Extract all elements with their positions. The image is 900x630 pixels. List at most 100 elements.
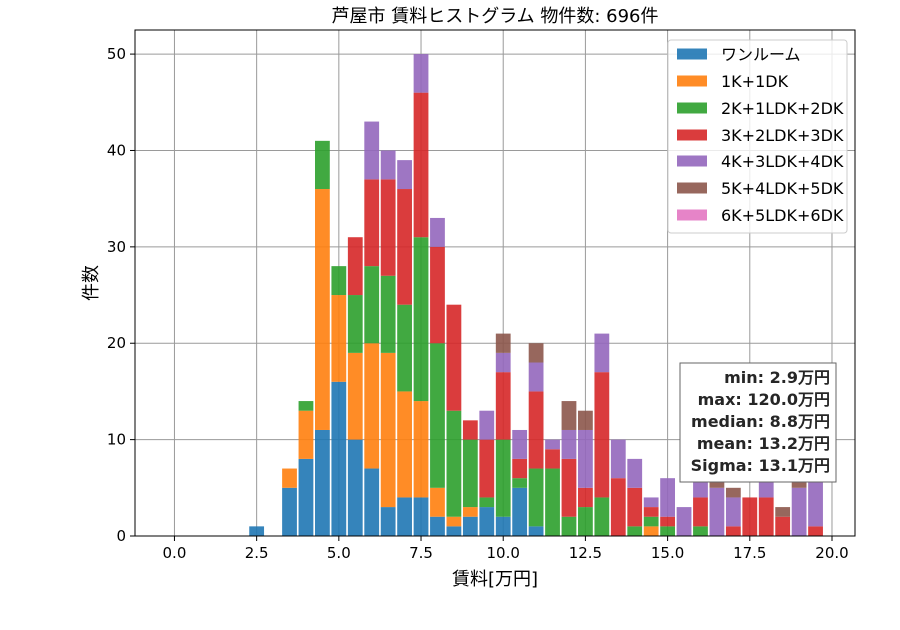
histogram-bar-segment bbox=[479, 439, 495, 498]
histogram-bar-segment bbox=[528, 468, 544, 527]
histogram-bar-segment bbox=[643, 507, 659, 517]
histogram-bar-segment bbox=[413, 92, 429, 238]
histogram-bar-segment bbox=[364, 266, 380, 344]
histogram-bar-segment bbox=[528, 526, 544, 536]
legend-frame bbox=[667, 39, 848, 234]
histogram-bar-segment bbox=[545, 439, 560, 450]
histogram-bar-segment bbox=[561, 516, 577, 536]
stats-box-frame bbox=[679, 362, 837, 483]
histogram-bar-segment bbox=[331, 381, 347, 536]
histogram-bar-segment bbox=[446, 304, 462, 411]
histogram-bar-segment bbox=[725, 487, 741, 498]
histogram-bar-segment bbox=[298, 401, 314, 411]
x-tick-label: 7.5 bbox=[409, 544, 433, 562]
y-tick-label: 0 bbox=[116, 527, 126, 545]
histogram-bar-segment bbox=[462, 420, 478, 440]
histogram-bar-segment bbox=[495, 333, 511, 353]
histogram-bar-segment bbox=[545, 449, 560, 469]
histogram-bar-segment bbox=[693, 526, 708, 536]
histogram-bar-segment bbox=[758, 497, 774, 536]
histogram-bar-segment bbox=[660, 478, 675, 517]
histogram-bar-segment bbox=[610, 439, 626, 479]
stat-mean: mean: 13.2万円 bbox=[697, 434, 830, 453]
y-tick-label: 10 bbox=[107, 431, 126, 449]
histogram-bar-segment bbox=[298, 458, 314, 536]
x-tick-label: 2.5 bbox=[245, 544, 269, 562]
histogram-bar-segment bbox=[413, 401, 429, 498]
histogram-bar-segment bbox=[397, 160, 412, 190]
legend-label: 6K+5LDK+6DK bbox=[721, 206, 844, 225]
histogram-bar-segment bbox=[528, 362, 544, 392]
histogram-bar-segment bbox=[446, 526, 462, 536]
histogram-bar-segment bbox=[430, 487, 445, 517]
histogram-bar-segment bbox=[512, 487, 528, 536]
histogram-bar-segment bbox=[627, 458, 643, 488]
histogram-bar-segment bbox=[413, 497, 429, 536]
histogram-bar-segment bbox=[315, 140, 330, 190]
histogram-bar-segment bbox=[709, 487, 725, 536]
histogram-bar-segment bbox=[397, 304, 412, 392]
legend-label: ワンルーム bbox=[721, 45, 801, 64]
histogram-bar-segment bbox=[528, 343, 544, 363]
histogram-bar-segment bbox=[495, 372, 511, 440]
histogram-bar-segment bbox=[380, 352, 396, 508]
histogram-bar-segment bbox=[660, 526, 675, 536]
x-tick-label: 10.0 bbox=[487, 544, 520, 562]
legend-entry: 6K+5LDK+6DK bbox=[677, 206, 844, 225]
y-tick-label: 50 bbox=[107, 45, 126, 63]
legend: ワンルーム 1K+1DK 2K+1LDK+2DK 3K+2LDK+3DK 4K+… bbox=[667, 39, 848, 234]
y-tick-label: 20 bbox=[107, 334, 126, 352]
histogram-bar-segment bbox=[643, 516, 659, 527]
x-tick-label: 12.5 bbox=[569, 544, 602, 562]
stat-sigma: Sigma: 13.1万円 bbox=[691, 456, 830, 475]
histogram-bar-segment bbox=[298, 410, 314, 459]
histogram-bar-segment bbox=[347, 352, 363, 440]
histogram-bar-segment bbox=[791, 487, 807, 536]
histogram-bar-segment bbox=[578, 410, 593, 430]
legend-label: 1K+1DK bbox=[721, 72, 789, 91]
histogram-bar-segment bbox=[430, 516, 445, 536]
y-axis-label: 件数 bbox=[81, 265, 102, 301]
histogram-bar-segment bbox=[347, 237, 363, 296]
histogram-bar-segment bbox=[693, 497, 708, 527]
histogram-bar-segment bbox=[627, 487, 643, 527]
histogram-bar-segment bbox=[594, 333, 610, 373]
histogram-bar-segment bbox=[282, 468, 297, 488]
histogram-bar-segment bbox=[380, 150, 396, 180]
histogram-bar-segment bbox=[610, 478, 626, 536]
histogram-bar-segment bbox=[528, 391, 544, 469]
histogram-bar-segment bbox=[594, 372, 610, 498]
chart-title: 芦屋市 賃料ヒストグラム 物件数: 696件 bbox=[331, 6, 658, 27]
histogram-bars bbox=[249, 54, 823, 536]
histogram-bar-segment bbox=[627, 526, 643, 536]
x-tick-label: 5.0 bbox=[327, 544, 351, 562]
histogram-bar-segment bbox=[775, 507, 791, 517]
histogram-bar-segment bbox=[808, 478, 823, 527]
histogram-bar-segment bbox=[479, 410, 495, 440]
histogram-bar-segment bbox=[495, 516, 511, 536]
histogram-bar-segment bbox=[380, 275, 396, 353]
legend-label: 3K+2LDK+3DK bbox=[721, 126, 844, 145]
histogram-bar-segment bbox=[413, 237, 429, 402]
histogram-bar-segment bbox=[364, 179, 380, 267]
y-tick-label: 40 bbox=[107, 141, 126, 159]
legend-swatch bbox=[677, 209, 707, 221]
histogram-bar-segment bbox=[347, 439, 363, 536]
histogram-bar-segment bbox=[462, 439, 478, 508]
stat-max: max: 120.0万円 bbox=[698, 390, 830, 409]
histogram-bar-segment bbox=[676, 507, 692, 536]
histogram-bar-segment bbox=[725, 526, 741, 536]
histogram-bar-segment bbox=[742, 497, 758, 536]
histogram-bar-segment bbox=[545, 468, 560, 536]
x-axis-label: 賃料[万円] bbox=[452, 569, 538, 590]
histogram-bar-segment bbox=[446, 410, 462, 517]
histogram-bar-segment bbox=[561, 401, 577, 430]
legend-swatch bbox=[677, 75, 707, 87]
histogram-bar-segment bbox=[479, 507, 495, 536]
axis-ticks: 0.0 2.5 5.0 7.5 10.0 12.5 15.0 17.5 20.0 0 10 20 30 4… bbox=[107, 45, 849, 562]
histogram-bar-segment bbox=[512, 458, 528, 479]
legend-label: 4K+3LDK+4DK bbox=[721, 152, 844, 171]
x-tick-label: 15.0 bbox=[651, 544, 684, 562]
histogram-bar-segment bbox=[364, 468, 380, 536]
histogram-bar-segment bbox=[364, 121, 380, 180]
